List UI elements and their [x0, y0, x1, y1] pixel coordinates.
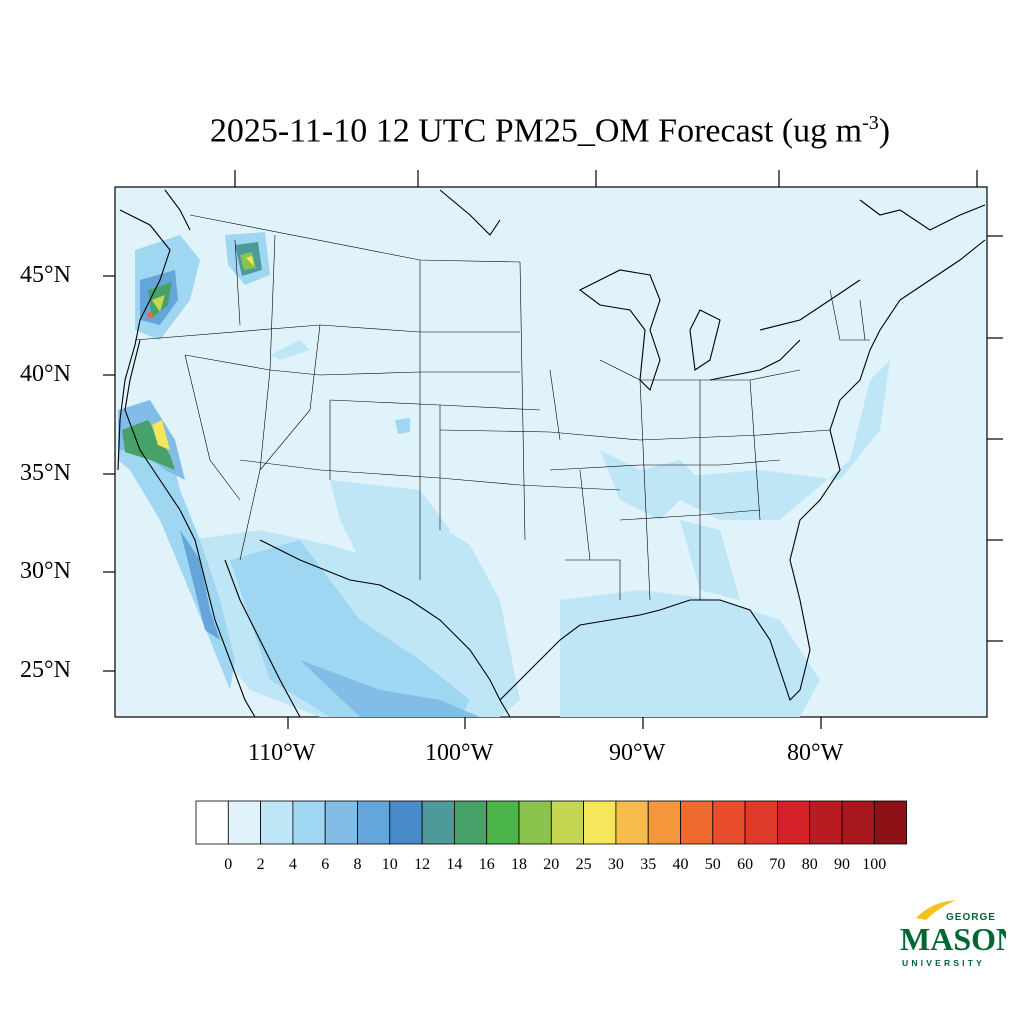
lon-label-110w: 110°W: [248, 740, 316, 766]
colorbar-tick-label: 50: [704, 856, 721, 873]
colorbar-swatch: [324, 800, 358, 845]
colorbar: [195, 800, 907, 845]
colorbar-swatch: [873, 800, 907, 845]
map-title: 2025-11-10 12 UTC PM25_OM Forecast (ug m…: [209, 112, 891, 150]
lat-label-25: 25°N: [20, 657, 71, 683]
colorbar-tick-label: 80: [801, 856, 818, 873]
colorbar-swatch: [777, 800, 811, 845]
axis-ticks: [103, 170, 1003, 729]
lat-label-45: 45°N: [20, 262, 71, 288]
colorbar-tick-label: 25: [575, 856, 592, 873]
colorbar-swatch: [421, 800, 455, 845]
lat-label-30: 30°N: [20, 558, 71, 584]
colorbar-swatch: [227, 800, 262, 845]
lat-label-35: 35°N: [20, 460, 71, 486]
colorbar-tick-label: 10: [381, 856, 398, 873]
colorbar-swatch: [518, 800, 552, 845]
colorbar-tick-label: 16: [478, 856, 495, 873]
logo-main: MASON: [900, 921, 1006, 957]
colorbar-tick-label: 20: [543, 856, 560, 873]
colorbar-tick-label: 12: [414, 856, 431, 873]
colorbar-swatch: [647, 800, 681, 845]
colorbar-swatch: [453, 800, 488, 845]
colorbar-tick-label: 100: [862, 856, 887, 873]
colorbar-swatch: [357, 800, 391, 845]
colorbar-tick-label: 0: [224, 856, 233, 873]
colorbar-swatch: [486, 800, 520, 845]
colorbar-tick-label: 30: [607, 856, 624, 873]
colorbar-tick-label: 4: [288, 856, 297, 873]
coastline: [117, 189, 986, 718]
colorbar-swatch: [680, 800, 714, 845]
lon-label-90w: 90°W: [609, 740, 666, 766]
colorbar-tick-label: 14: [446, 856, 463, 873]
colorbar-swatch: [712, 800, 746, 845]
colorbar-tick-label: 60: [737, 856, 754, 873]
colorbar-swatch: [615, 800, 649, 845]
colorbar-swatch: [841, 800, 875, 845]
colorbar-swatch: [809, 800, 843, 845]
colorbar-swatch: [292, 800, 326, 845]
concentration-shading: [118, 232, 890, 717]
lat-label-40: 40°N: [20, 361, 71, 387]
logo-bottom: UNIVERSITY: [902, 958, 985, 968]
colorbar-swatch: [744, 800, 778, 845]
colorbar-swatch: [550, 800, 584, 845]
logo-top: GEORGE: [946, 912, 996, 923]
lon-label-80w: 80°W: [787, 740, 844, 766]
logo-flame-icon: [916, 900, 956, 920]
gmu-logo: GEORGE MASON UNIVERSITY: [900, 900, 1006, 968]
colorbar-swatch: [583, 800, 617, 845]
colorbar-tick-label: 90: [834, 856, 850, 873]
colorbar-tick-label: 18: [511, 856, 527, 873]
colorbar-tick-label: 70: [769, 856, 786, 873]
colorbar-tick-label: 8: [353, 856, 362, 873]
colorbar-tick-label: 35: [640, 856, 657, 873]
colorbar-tick-label: 2: [256, 856, 265, 873]
state-borders: [134, 214, 870, 601]
colorbar-swatch: [195, 800, 229, 845]
colorbar-tick-label: 40: [672, 856, 689, 873]
lon-label-100w: 100°W: [425, 740, 494, 766]
colorbar-swatch: [389, 800, 423, 845]
colorbar-tick-label: 6: [321, 856, 330, 873]
colorbar-swatch: [260, 800, 294, 845]
